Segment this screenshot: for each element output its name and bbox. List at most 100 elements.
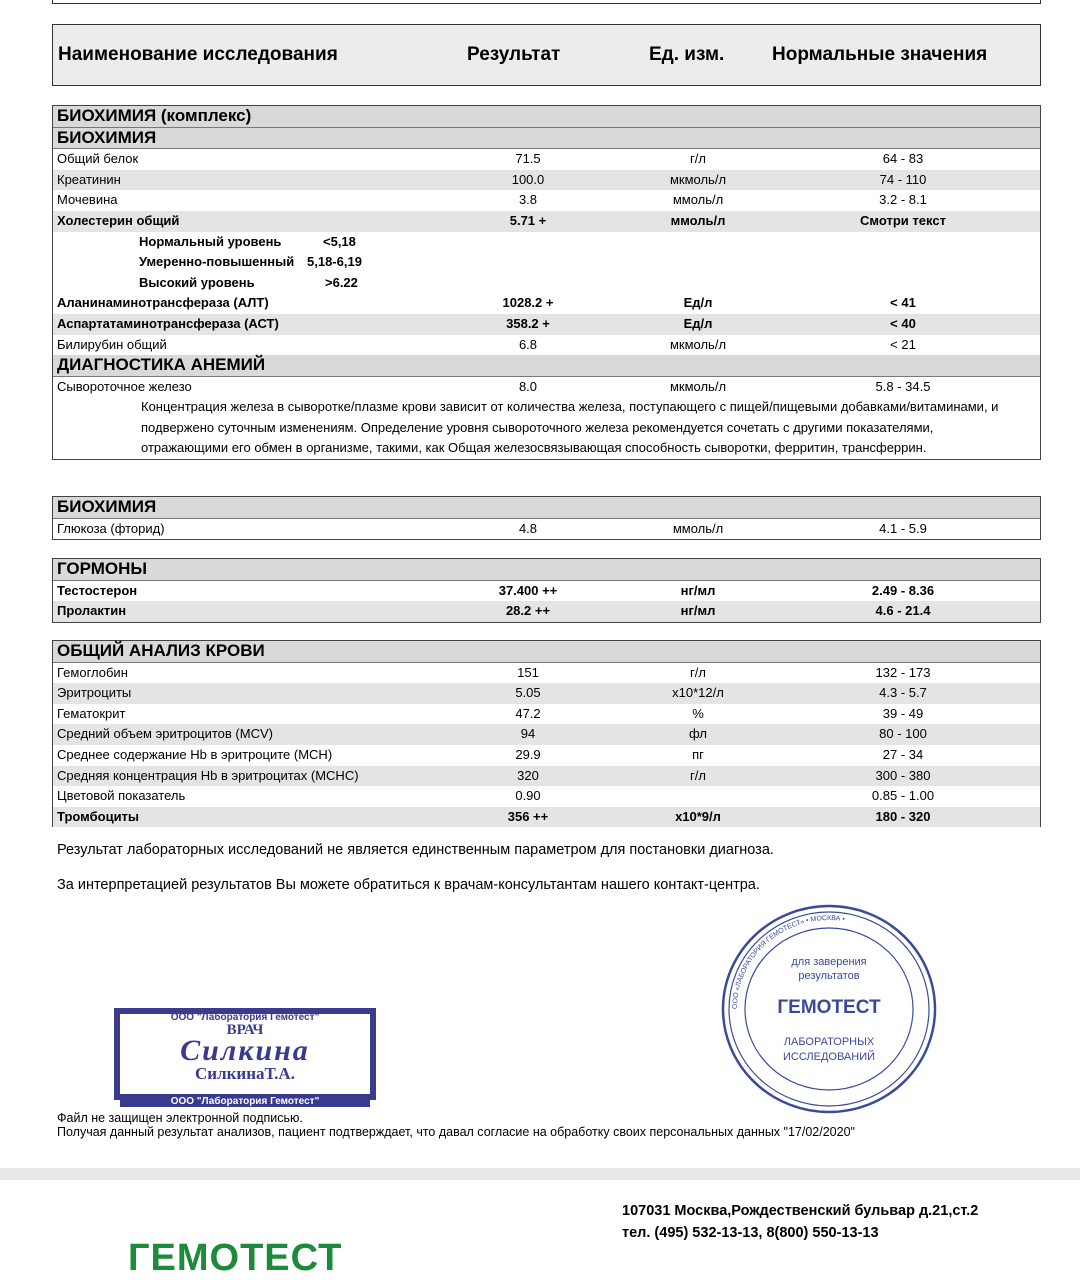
stamp-title: ВРАЧ: [226, 1022, 264, 1038]
test-unit: ммоль/л: [670, 212, 726, 228]
table-row: Глюкоза (фторид) 4.8 ммоль/л 4.1 - 5.9: [53, 519, 1040, 540]
test-unit: %: [692, 705, 704, 721]
table-row: Тестостерон 37.400 ++ нг/мл 2.49 - 8.36: [53, 581, 1040, 602]
test-unit: мкмоль/л: [669, 378, 727, 394]
header-name: Наименование исследования: [58, 44, 338, 65]
consent-note: Получая данный результат анализов, пацие…: [57, 1125, 855, 1139]
table-row: Цветовой показатель 0.90 0.85 - 1.00: [53, 786, 1040, 807]
table-row: Мочевина 3.8 ммоль/л 3.2 - 8.1: [53, 190, 1040, 211]
test-name: Холестерин общий: [57, 212, 180, 228]
test-result: 71.5: [515, 151, 541, 167]
test-unit: x10*9/л: [675, 808, 721, 824]
test-result: 356 ++: [507, 808, 549, 824]
test-unit: Ед/л: [683, 315, 713, 331]
chol-level-label: Умеренно-повышенный: [139, 254, 295, 270]
test-norm: < 21: [890, 336, 916, 352]
biochem-complex-table: БИОХИМИЯ (комплекс) БИОХИМИЯ Общий белок…: [52, 105, 1041, 460]
section-title: БИОХИМИЯ: [57, 497, 157, 516]
test-name: Пролактин: [57, 603, 127, 619]
test-result: 5.05: [515, 685, 541, 701]
stamp-line: ЛАБОРАТОРНЫХ: [784, 1036, 875, 1048]
test-norm: 2.49 - 8.36: [871, 582, 935, 598]
blood-count-table: ОБЩИЙ АНАЛИЗ КРОВИ Гемоглобин 151 г/л 132 -…: [52, 640, 1041, 828]
test-result: 37.400 ++: [498, 582, 558, 598]
table-row: Общий белок 71.5 г/л 64 - 83: [53, 149, 1040, 170]
table-row: Гематокрит 47.2% 39 - 49: [53, 704, 1040, 725]
test-norm: Смотри текст: [860, 212, 946, 228]
test-unit: г/л: [690, 767, 706, 783]
biochem-table: БИОХИМИЯ Глюкоза (фторид) 4.8 ммоль/л 4.1 -…: [52, 496, 1041, 541]
test-result: 8.0: [518, 378, 538, 394]
test-name: Аланинаминотрансфераза (АЛТ): [57, 295, 269, 311]
test-result: 100.0: [511, 171, 545, 187]
footer-address: 107031 Москва,Рождественский бульвар д.2…: [622, 1203, 979, 1219]
header-result: Результат: [467, 44, 561, 65]
test-name: Билирубин общий: [57, 336, 167, 352]
test-result: 358.2 +: [506, 315, 550, 331]
test-name: Цветовой показатель: [57, 788, 186, 804]
test-unit: нг/мл: [680, 582, 716, 598]
footer-phone: тел. (495) 532-13-13, 8(800) 550-13-13: [622, 1225, 879, 1241]
test-result: 320: [517, 767, 539, 783]
disclaimer-2: За интерпретацией результатов Вы можете …: [57, 877, 760, 893]
test-name: Глюкоза (фторид): [57, 520, 165, 536]
test-norm: 0.85 - 1.00: [871, 788, 935, 804]
disclaimer-1: Результат лабораторных исследований не я…: [57, 842, 774, 858]
test-result: 3.8: [518, 192, 538, 208]
table-row: Средний объем эритроцитов (MCV) 94 фл 80 - …: [53, 724, 1040, 745]
chol-level-label: Нормальный уровень: [139, 233, 282, 249]
test-result: 1028.2 +: [502, 295, 554, 311]
header-norm: Нормальные значения: [772, 44, 988, 65]
test-norm: 27 - 34: [882, 746, 924, 762]
table-row: Сывороточное железо 8.0 мкмоль/л 5.8 - 3…: [53, 377, 1040, 398]
table-row: Аланинаминотрансфераза (АЛТ) 1028.2 + Ед/л…: [53, 293, 1040, 314]
test-norm: 5.8 - 34.5: [875, 378, 931, 394]
previous-section-border: [52, 0, 1041, 4]
chol-level-label: Высокий уровень: [139, 274, 255, 290]
test-unit: ммоль/л: [672, 192, 724, 208]
test-norm: 4.1 - 5.9: [879, 520, 927, 536]
test-norm: < 40: [890, 315, 916, 331]
test-norm: 4.6 - 21.4: [875, 603, 931, 619]
stamp-org: ООО "Лаборатория Гемотест": [170, 1012, 320, 1023]
table-row: Средняя концентрация Hb в эритроцитах (M…: [53, 765, 1040, 787]
table-row: Холестерин общий 5.71 + ммоль/л Смотри текс…: [53, 210, 1040, 232]
signature: Силкина: [180, 1034, 310, 1067]
table-row: Тромбоциты 356 ++ x10*9/л 180 - 320: [53, 806, 1040, 828]
section-title: БИОХИМИЯ: [57, 127, 157, 147]
test-norm: 64 - 83: [882, 151, 924, 167]
signature-note: Файл не защищен электронной подписью.: [57, 1111, 303, 1125]
doctor-stamp: ООО "Лаборатория Гемотест" ВРАЧ Силкина …: [114, 1008, 376, 1107]
test-result: 94: [520, 726, 536, 742]
test-norm: < 41: [890, 295, 916, 311]
section-title: ОБЩИЙ АНАЛИЗ КРОВИ: [57, 641, 265, 660]
test-norm: 300 - 380: [875, 767, 931, 783]
test-norm: 4.3 - 5.7: [879, 685, 927, 701]
test-name: Эритроциты: [57, 685, 132, 701]
test-result: 29.9: [515, 746, 541, 762]
section-title: ДИАГНОСТИКА АНЕМИЙ: [57, 355, 266, 375]
test-result: 47.2: [515, 705, 541, 721]
iron-note: Концентрация железа в сыворотке/плазме к…: [141, 399, 999, 456]
stamp-line: ИССЛЕДОВАНИЙ: [783, 1050, 875, 1063]
test-result: 6.8: [518, 336, 538, 352]
stamp-line: результатов: [798, 970, 859, 982]
chol-level-value: 5,18-6,19: [307, 254, 362, 270]
test-result: 4.8: [518, 520, 538, 536]
test-name: Аспартатаминотрансфераза (АСТ): [57, 315, 279, 331]
test-unit: мкмоль/л: [669, 336, 727, 352]
table-row: Аспартатаминотрансфераза (АСТ) 358.2 + Ед/…: [53, 313, 1040, 335]
test-name: Креатинин: [57, 171, 121, 187]
test-unit: Ед/л: [683, 295, 713, 311]
test-name: Мочевина: [57, 192, 118, 208]
table-header: Наименование исследования Результат Ед. …: [52, 24, 1041, 86]
stamp-name: СилкинаТ.А.: [195, 1064, 295, 1083]
test-name: Гемоглобин: [57, 664, 128, 680]
test-name: Средняя концентрация Hb в эритроцитах (M…: [57, 767, 359, 783]
test-unit: x10*12/л: [672, 685, 724, 701]
test-unit: ммоль/л: [672, 520, 724, 536]
test-result: 5.71 +: [509, 212, 547, 228]
stamp-brand: ГЕМОТЕСТ: [777, 997, 881, 1018]
round-stamp: ООО «ЛАБОРАТОРИЯ ГЕМОТЕСТ» • МОСКВА • дл…: [721, 904, 937, 1114]
table-row: Гемоглобин 151 г/л 132 - 173: [53, 663, 1040, 684]
